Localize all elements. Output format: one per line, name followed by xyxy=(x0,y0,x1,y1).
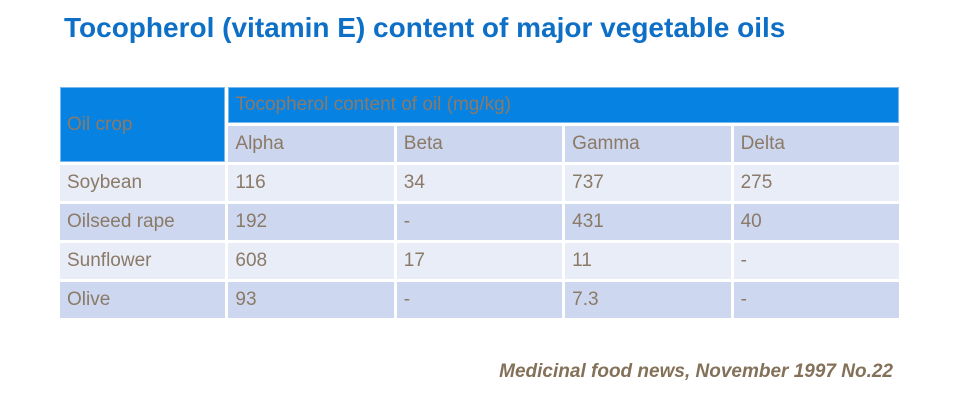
cell-value: 7.3 xyxy=(562,279,734,321)
column-header-alpha: Alpha xyxy=(225,123,397,165)
row-header-crop: Sunflower xyxy=(56,240,229,282)
cell-value: 40 xyxy=(730,201,903,243)
cell-value: 275 xyxy=(730,162,903,204)
cell-value: 192 xyxy=(225,201,397,243)
row-header-crop: Soybean xyxy=(56,162,229,204)
table-row: Sunflower 608 17 11- xyxy=(56,240,903,282)
column-header-gamma: Gamma xyxy=(562,123,734,165)
cell-value: 93 xyxy=(225,279,397,321)
cell-value: 11 xyxy=(562,240,734,282)
cell-value: 608 xyxy=(225,240,397,282)
cell-value: - xyxy=(393,201,566,243)
subheader-row: Alpha Beta Gamma Delta xyxy=(59,123,903,165)
page-title: Tocopherol (vitamin E) content of major … xyxy=(64,12,786,43)
cell-value: 116 xyxy=(225,162,397,204)
table-row: Olive 93-7.3- xyxy=(56,279,903,321)
cell-value: 34 xyxy=(393,162,566,204)
cell-value: 431 xyxy=(562,201,734,243)
cell-value: - xyxy=(393,279,566,321)
cell-value: 17 xyxy=(393,240,566,282)
cell-value: 737 xyxy=(562,162,734,204)
column-header-delta: Delta xyxy=(730,123,903,165)
column-group-header: Tocopherol content of oil (mg/kg) xyxy=(225,84,902,126)
group-header-row: Oil crop Tocopherol content of oil (mg/k… xyxy=(56,84,902,165)
table-row: Soybean 116 34 737 275 xyxy=(56,162,903,204)
row-header-crop: Oilseed rape xyxy=(56,201,229,243)
source-citation: Medicinal food news, November 1997 No.22 xyxy=(499,361,893,382)
column-header-beta: Beta xyxy=(393,123,566,165)
column-header-oil-crop: Oil crop xyxy=(56,84,229,165)
table-row: Oilseed rape 192-431 40 xyxy=(56,201,903,243)
row-header-crop: Olive xyxy=(56,279,229,321)
cell-value: - xyxy=(730,240,903,282)
cell-value: - xyxy=(730,279,903,321)
tocopherol-table: Oil crop Tocopherol content of oil (mg/k… xyxy=(56,84,903,321)
